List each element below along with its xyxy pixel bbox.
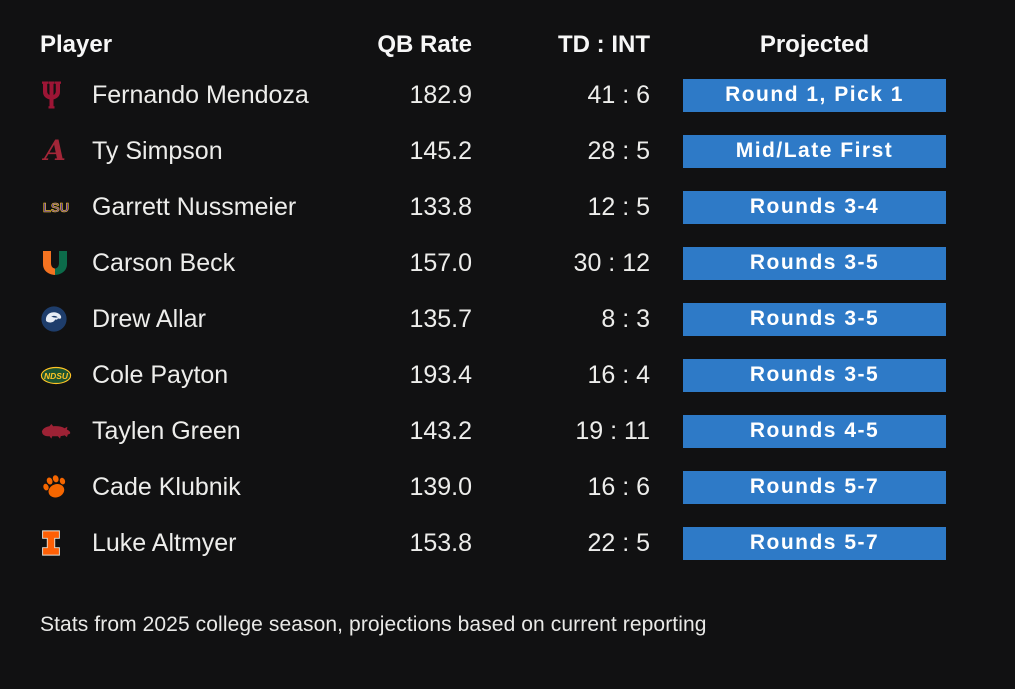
qb-rate-value: 145.2 — [409, 136, 472, 165]
qb-rate-value: 182.9 — [409, 80, 472, 109]
table-row: A Ty Simpson 145.2 28 : 5 Mid/Late First — [40, 123, 1015, 179]
projected-cell: Rounds 3-5 — [683, 358, 946, 392]
table-row: Carson Beck 157.0 30 : 12 Rounds 3-5 — [40, 235, 1015, 291]
qb-rate-value: 153.8 — [409, 528, 472, 557]
td-int-value: 19 : 11 — [575, 416, 650, 445]
projected-round-badge: Rounds 3-5 — [683, 358, 946, 392]
ndsu-logo-icon: NDSU — [40, 366, 80, 385]
td-int-value: 41 : 6 — [587, 80, 650, 109]
header-td-int: TD : INT — [558, 30, 650, 58]
td-int-value: 8 : 3 — [601, 304, 650, 333]
lsu-logo-icon: LSU — [40, 200, 80, 215]
td-int-value: 16 : 4 — [587, 360, 650, 389]
qb-rate-value: 133.8 — [409, 192, 472, 221]
arkansas-logo-icon — [40, 422, 80, 441]
qb-rate-value: 143.2 — [409, 416, 472, 445]
player-name: Garrett Nussmeier — [92, 192, 297, 221]
qb-rate-value: 193.4 — [409, 360, 472, 389]
miami-logo-icon — [40, 249, 80, 277]
table-row: Luke Altmyer 153.8 22 : 5 Rounds 5-7 — [40, 515, 1015, 571]
svg-text:NDSU: NDSU — [44, 370, 69, 380]
projected-cell: Rounds 3-5 — [683, 246, 946, 280]
header-qb-rate: QB Rate — [377, 30, 472, 58]
projected-round-badge: Rounds 5-7 — [683, 526, 946, 560]
indiana-logo-icon — [40, 80, 80, 110]
td-int-value: 30 : 12 — [573, 248, 650, 277]
table-row: Cade Klubnik 139.0 16 : 6 Rounds 5-7 — [40, 459, 1015, 515]
projected-round-badge: Mid/Late First — [683, 134, 946, 168]
table-body: Fernando Mendoza 182.9 41 : 6 Round 1, P… — [40, 67, 1015, 571]
qb-rate-value: 135.7 — [409, 304, 472, 333]
player-name: Fernando Mendoza — [92, 80, 309, 109]
projected-round-badge: Rounds 5-7 — [683, 470, 946, 504]
player-name: Cade Klubnik — [92, 472, 241, 501]
table-row: Taylen Green 143.2 19 : 11 Rounds 4-5 — [40, 403, 1015, 459]
illinois-logo-icon — [40, 529, 80, 557]
player-name: Carson Beck — [92, 248, 236, 277]
svg-text:A: A — [41, 136, 66, 166]
projected-cell: Rounds 4-5 — [683, 414, 946, 448]
td-int-value: 16 : 6 — [587, 472, 650, 501]
projected-round-badge: Rounds 3-4 — [683, 190, 946, 224]
td-int-value: 28 : 5 — [587, 136, 650, 165]
qb-rate-value: 157.0 — [409, 248, 472, 277]
table-row: NDSU Cole Payton 193.4 16 : 4 Rounds 3-5 — [40, 347, 1015, 403]
projected-round-badge: Rounds 3-5 — [683, 302, 946, 336]
table-row: LSU Garrett Nussmeier 133.8 12 : 5 Round… — [40, 179, 1015, 235]
table-row: Drew Allar 135.7 8 : 3 Rounds 3-5 — [40, 291, 1015, 347]
projected-round-badge: Rounds 3-5 — [683, 246, 946, 280]
player-name: Taylen Green — [92, 416, 241, 445]
player-name: Drew Allar — [92, 304, 206, 333]
projected-cell: Rounds 5-7 — [683, 526, 946, 560]
footnote-text: Stats from 2025 college season, projecti… — [40, 613, 707, 636]
projected-cell: Round 1, Pick 1 — [683, 78, 946, 112]
player-name: Luke Altmyer — [92, 528, 237, 557]
alabama-logo-icon: A — [40, 136, 80, 166]
table-row: Fernando Mendoza 182.9 41 : 6 Round 1, P… — [40, 67, 1015, 123]
svg-text:LSU: LSU — [43, 200, 69, 215]
projected-round-badge: Rounds 4-5 — [683, 414, 946, 448]
qb-rate-value: 139.0 — [409, 472, 472, 501]
projected-cell: Mid/Late First — [683, 134, 946, 168]
header-projected: Projected — [759, 30, 870, 58]
projected-round-badge: Round 1, Pick 1 — [683, 78, 946, 112]
td-int-value: 12 : 5 — [587, 192, 650, 221]
player-name: Cole Payton — [92, 360, 229, 389]
player-name: Ty Simpson — [92, 136, 223, 165]
projected-cell: Rounds 5-7 — [683, 470, 946, 504]
header-player: Player — [40, 30, 113, 58]
td-int-value: 22 : 5 — [587, 528, 650, 557]
projected-cell: Rounds 3-4 — [683, 190, 946, 224]
table-header-row: Player QB Rate TD : INT Projected — [40, 22, 1015, 67]
projected-cell: Rounds 3-5 — [683, 302, 946, 336]
penn-state-logo-icon — [40, 305, 80, 333]
clemson-logo-icon — [40, 472, 80, 502]
